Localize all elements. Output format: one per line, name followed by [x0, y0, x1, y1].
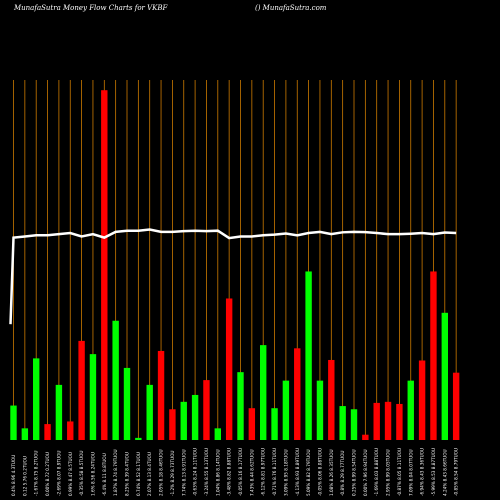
x-tick-label: 2.07% 8.13 8.4TUOU	[147, 452, 152, 496]
x-tick-label: 1.04% 8.86 8.14TUOU	[215, 449, 220, 496]
bar	[339, 406, 346, 440]
bar	[248, 408, 256, 440]
money-flow-line	[9, 228, 457, 325]
bar-series	[10, 90, 460, 440]
x-tick-label: 0.99% 8.47 8.5TUOU	[68, 452, 73, 496]
bar	[305, 271, 312, 440]
x-tick-label: -1.67% 8.75 8.2TUOU	[34, 451, 39, 496]
bar	[294, 348, 301, 440]
x-tick-label: -0.87% 8.05 8.11TUOU	[397, 448, 402, 496]
x-tick-label: 5.09% 8.82 8.79TUOU	[306, 449, 311, 496]
x-tick-label: -5.99% 8.53 8.87TUOU	[431, 448, 436, 496]
x-tick-label: 7.43% 8.44 8.62TUOU	[249, 449, 254, 496]
bar	[271, 408, 278, 440]
site-name: () MunafaSutra.com	[255, 4, 327, 12]
x-tick-label: -3.48% 8.82 8.88TUOU	[227, 448, 232, 496]
x-tick-label: -1.69% 8.03 8.88TUOU	[374, 448, 379, 496]
bar	[146, 384, 153, 440]
bar	[135, 437, 142, 440]
x-tick-label: -2.69% 8.07 8.9TUOU	[56, 451, 61, 496]
x-tick-label: 1.87% 8.74 8.79TUOU	[113, 449, 118, 496]
bar	[44, 424, 51, 440]
x-tick-label: -0.63% 8.24 8.11TUOU	[193, 448, 198, 496]
x-tick-label: 0.12 5.76 0.2TUOU	[22, 456, 27, 496]
bar	[21, 428, 29, 440]
bar	[180, 401, 187, 440]
bar	[441, 312, 448, 440]
bar	[452, 372, 460, 440]
x-tick-label: -0.35% 8.58 8.5TUOU	[79, 451, 84, 496]
x-tick-label: 7.74% 8.13 8.91TUOU	[181, 449, 186, 496]
bar	[214, 428, 221, 440]
bar	[384, 401, 392, 440]
bar	[362, 434, 369, 440]
x-tick-label: -4.13% 8.93 8.89TUOU	[295, 448, 300, 496]
bar	[55, 384, 63, 440]
x-tick-label: 0.00% 8.72 0.2TUOU	[45, 452, 50, 496]
bar	[191, 394, 199, 440]
x-tick-label: 0.25% 8.99 8.54TUOU	[352, 449, 357, 496]
bar	[418, 360, 426, 440]
x-tick-label: -6.4% 8.11 8.8TUOU	[102, 453, 107, 496]
bar	[396, 403, 403, 440]
x-tick-label: 8.25% 8.39 8.4TUOU	[125, 452, 130, 496]
bar	[260, 345, 267, 440]
x-tick-label: 0.74% 8.52 8.1TUOU	[136, 452, 141, 496]
x-tick-label: -1.2% 8.29 8.73TUOU	[170, 451, 175, 496]
bar	[89, 354, 97, 440]
x-tick-label: -0.71% 8.76 8.11TUOU	[272, 448, 277, 496]
x-tick-label: -0.05% 8.06 8.08TUOU	[317, 448, 322, 496]
bar	[316, 380, 324, 440]
bar	[350, 409, 358, 440]
bar	[328, 359, 335, 440]
x-tick-label: 4.24% 8.43 8.66TUOU	[442, 449, 447, 496]
bar	[123, 367, 131, 440]
bar	[430, 271, 437, 440]
bar	[157, 350, 165, 440]
x-tick-label: -6.94% 8.43 8.36TUOU	[420, 448, 425, 496]
bar	[33, 358, 40, 440]
bar	[101, 90, 108, 440]
bar	[282, 380, 290, 440]
x-tick-label: 2.05% 8.18 8.46TUOU	[159, 449, 164, 496]
x-tick-label: 7.09% 8.04 8.07TUOU	[408, 449, 413, 496]
x-tick-label: -0.05% 8.16 8.17TUOU	[238, 448, 243, 496]
x-tick-label: 3.09% 8.95 8.18TUOU	[283, 449, 288, 496]
bar	[10, 405, 17, 440]
bar	[112, 320, 119, 440]
x-tick-label: -6.12% 8.81 8.97TUOU	[261, 448, 266, 496]
x-axis-labels: 0.4% 8.96 4.3TUOU 0.12 5.76 0.2TUOU -1.67%…	[11, 448, 459, 496]
bar	[225, 298, 233, 440]
bar	[407, 380, 414, 440]
chart-title: MunafaSutra Money Flow Charts for VKBF	[13, 4, 169, 12]
bar	[78, 340, 85, 440]
bar	[237, 372, 244, 440]
bar	[373, 402, 380, 440]
x-tick-label: -0.85% 8.54 8.79TUOU	[454, 448, 459, 496]
x-tick-label: 0.00% 7.96 8.94TUOU	[363, 449, 368, 496]
bar	[67, 421, 74, 440]
x-tick-label: -3.24% 8.55 8.13TUOU	[204, 448, 209, 496]
x-tick-label: 1.6% 8.56 8.24TUOU	[90, 452, 95, 496]
bar	[169, 409, 176, 440]
bar	[203, 380, 210, 440]
x-tick-label: 1.08% 8.26 8.35TUOU	[329, 449, 334, 496]
x-tick-label: 0.4% 8.96 4.3TUOU	[11, 455, 16, 496]
x-tick-label: 2.95% 8.99 8.05TUOU	[386, 449, 391, 496]
x-tick-label: -0.8% 8.29 8.77TUOU	[340, 451, 345, 496]
